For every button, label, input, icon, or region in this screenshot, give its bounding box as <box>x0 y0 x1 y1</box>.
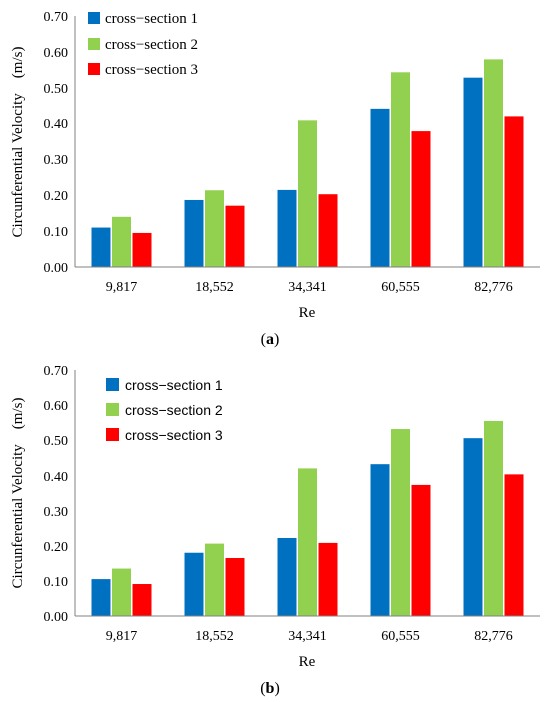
y-tick-label: 0.50 <box>44 434 69 449</box>
y-tick-label: 0.50 <box>44 82 69 97</box>
y-axis-title-a: Circunferential Velocity (m/s) <box>10 47 26 238</box>
bar-series-1-category-4 <box>370 108 390 268</box>
y-tick-label: 0.60 <box>44 399 69 414</box>
y-tick-label: 0.30 <box>44 505 69 520</box>
y-tick-label: 0.00 <box>44 610 69 625</box>
y-ticks-b: 0.00 0.10 0.20 0.30 0.40 0.50 0.60 0.70 <box>44 364 69 625</box>
panel-caption-label-b: b <box>266 680 275 697</box>
plot-area-a <box>91 59 524 268</box>
y-tick-label: 0.10 <box>44 575 69 590</box>
x-tick-label: 82,776 <box>474 629 513 644</box>
bar-series-1-category-2 <box>184 199 204 267</box>
bar-series-2-category-2 <box>205 543 224 616</box>
bar-series-1-category-5 <box>463 438 483 616</box>
panel-caption-b: (b) <box>260 680 280 697</box>
legend-swatch-cross-section-3 <box>106 428 119 441</box>
bar-series-3-category-4 <box>411 484 431 616</box>
bar-series-2-category-4 <box>391 429 410 616</box>
x-tick-label: 18,552 <box>195 629 234 644</box>
legend-label-cross-section-3: cross−section 3 <box>105 62 198 78</box>
bar-series-1-category-3 <box>277 189 297 267</box>
x-tick-label: 18,552 <box>195 280 234 295</box>
x-tick-label: 9,817 <box>106 280 138 295</box>
legend-label-cross-section-1: cross−section 1 <box>125 377 223 393</box>
bar-series-3-category-5 <box>504 116 524 268</box>
legend-swatch-cross-section-1 <box>106 378 119 391</box>
legend-b: cross−section 1 cross−section 2 cross−se… <box>106 377 223 443</box>
y-tick-label: 0.40 <box>44 470 69 485</box>
legend-swatch-cross-section-2 <box>106 403 119 416</box>
bar-series-2-category-5 <box>484 59 503 267</box>
x-axis-title-a: Re <box>299 305 316 321</box>
y-axis-title-b: Circunferential Velocity (m/s) <box>10 398 26 589</box>
bar-series-2-category-3 <box>298 120 317 267</box>
legend-label-cross-section-2: cross−section 2 <box>105 37 198 53</box>
y-tick-label: 0.10 <box>44 225 69 240</box>
bar-series-3-category-4 <box>411 131 431 267</box>
legend-label-cross-section-1: cross−section 1 <box>105 11 198 27</box>
x-tick-label: 34,341 <box>288 629 327 644</box>
y-ticks-a: 0.00 0.10 0.20 0.30 0.40 0.50 0.60 0.70 <box>44 10 69 276</box>
y-tick-label: 0.70 <box>44 364 69 379</box>
bar-series-1-category-1 <box>91 227 111 267</box>
bar-series-2-category-1 <box>112 568 131 616</box>
x-tick-label: 82,776 <box>474 280 513 295</box>
legend-swatch-cross-section-1 <box>88 12 100 24</box>
y-tick-label: 0.40 <box>44 117 69 132</box>
bar-series-3-category-3 <box>318 194 338 267</box>
bar-series-3-category-2 <box>225 558 245 616</box>
x-tick-label: 9,817 <box>106 629 138 644</box>
y-tick-label: 0.70 <box>44 10 69 25</box>
bar-series-2-category-2 <box>205 190 224 267</box>
y-tick-label: 0.60 <box>44 46 69 61</box>
panel-caption-label-a: a <box>266 331 274 348</box>
panel-caption-a: (a) <box>261 331 280 348</box>
bar-series-2-category-4 <box>391 72 410 267</box>
bar-series-1-category-4 <box>370 464 390 616</box>
x-tick-label: 60,555 <box>381 280 420 295</box>
x-ticks-b: 9,817 18,552 34,341 60,555 82,776 <box>106 629 513 644</box>
bar-series-2-category-3 <box>298 468 317 616</box>
legend-swatch-cross-section-3 <box>88 63 100 75</box>
y-tick-label: 0.00 <box>44 261 69 276</box>
y-tick-label: 0.30 <box>44 153 69 168</box>
legend-label-cross-section-3: cross−section 3 <box>125 427 223 443</box>
bar-series-2-category-5 <box>484 420 503 616</box>
chart-panel-b: 0.00 0.10 0.20 0.30 0.40 0.50 0.60 0.70 … <box>10 364 540 697</box>
bar-series-1-category-1 <box>91 579 111 616</box>
chart-panel-a: 0.00 0.10 0.20 0.30 0.40 0.50 0.60 0.70 … <box>10 10 540 348</box>
bar-series-2-category-1 <box>112 216 131 267</box>
bar-series-3-category-5 <box>504 474 524 616</box>
bar-series-3-category-1 <box>132 232 152 267</box>
bar-series-1-category-3 <box>277 537 297 616</box>
x-tick-label: 34,341 <box>288 280 327 295</box>
x-ticks-a: 9,817 18,552 34,341 60,555 82,776 <box>106 280 513 295</box>
legend-a: cross−section 1 cross−section 2 cross−se… <box>88 11 198 78</box>
bar-series-3-category-3 <box>318 542 338 616</box>
plot-area-b <box>91 420 524 616</box>
legend-label-cross-section-2: cross−section 2 <box>125 402 223 418</box>
legend-swatch-cross-section-2 <box>88 38 100 50</box>
y-tick-label: 0.20 <box>44 540 69 555</box>
bar-series-3-category-1 <box>132 584 152 616</box>
x-axis-title-b: Re <box>299 654 316 670</box>
bar-series-3-category-2 <box>225 205 245 267</box>
bar-series-1-category-2 <box>184 552 204 616</box>
y-tick-label: 0.20 <box>44 189 69 204</box>
bar-series-1-category-5 <box>463 77 483 267</box>
x-tick-label: 60,555 <box>381 629 420 644</box>
